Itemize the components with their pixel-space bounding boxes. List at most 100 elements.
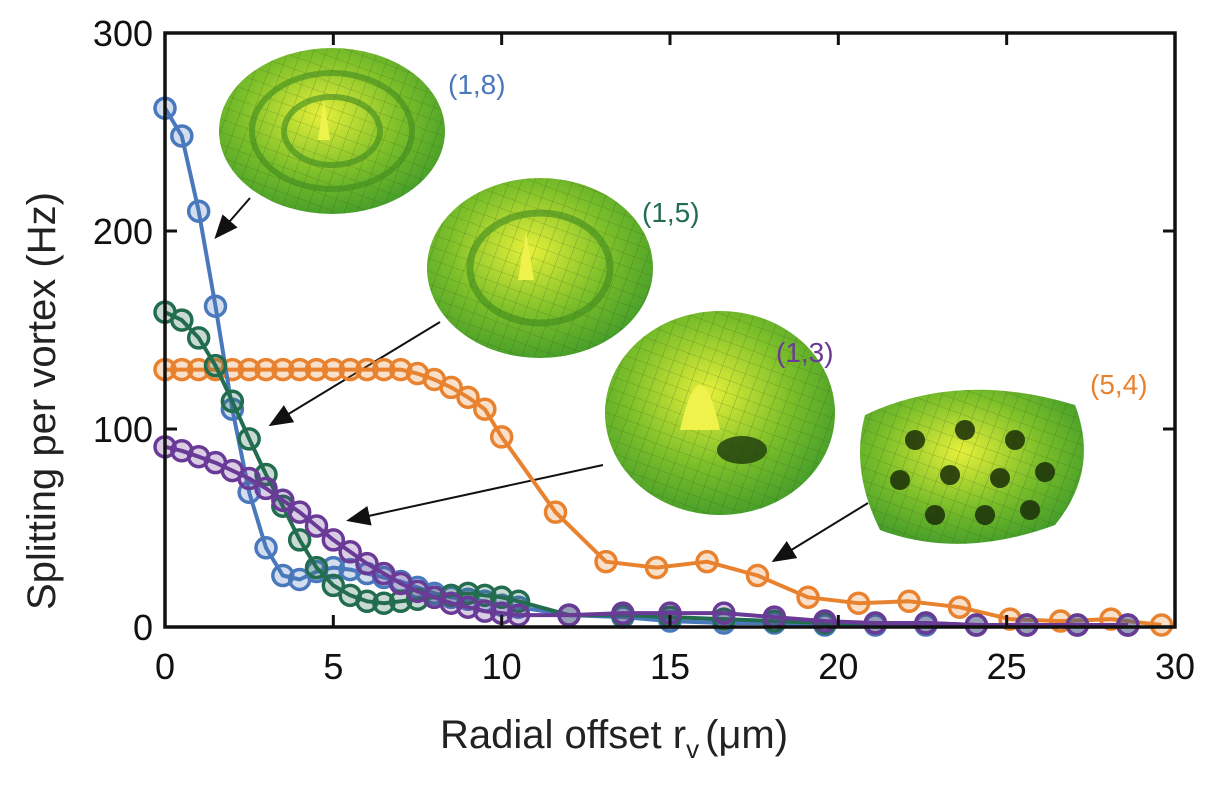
data-point xyxy=(355,589,379,614)
data-point xyxy=(170,308,194,332)
data-point xyxy=(304,555,329,580)
data-point xyxy=(220,389,245,414)
data-point xyxy=(863,611,888,635)
data-point xyxy=(456,385,480,410)
x-axis-label-sub: v xyxy=(686,734,699,764)
data-point xyxy=(473,599,497,623)
data-point xyxy=(203,353,228,378)
data-point xyxy=(287,528,312,552)
data-point xyxy=(372,591,396,615)
label-1-3: (1,3) xyxy=(776,337,834,368)
data-point xyxy=(456,595,480,619)
data-point xyxy=(271,488,295,513)
x-tick-label: 5 xyxy=(323,646,343,687)
data-point xyxy=(388,357,413,382)
x-tick-label: 30 xyxy=(1155,646,1195,687)
data-point xyxy=(237,427,261,451)
data-point xyxy=(271,563,295,588)
y-axis-label: Splitting per vortex (Hz) xyxy=(20,192,64,610)
data-point xyxy=(611,601,635,625)
data-point xyxy=(203,294,228,318)
data-point xyxy=(897,589,921,614)
data-point xyxy=(695,549,719,574)
data-point xyxy=(170,124,194,148)
series-5-4 xyxy=(153,357,1174,637)
data-point xyxy=(186,199,211,223)
data-point xyxy=(271,357,295,382)
x-axis-label: Radial offset rv (μm) xyxy=(440,713,788,764)
series-1-3 xyxy=(153,435,1140,637)
data-point xyxy=(321,555,346,580)
data-point xyxy=(372,357,396,382)
data-point xyxy=(237,357,261,382)
x-tick-label: 15 xyxy=(650,646,690,687)
data-point xyxy=(796,585,820,610)
data-point xyxy=(321,528,346,552)
data-point xyxy=(762,605,787,629)
data-point xyxy=(914,611,938,635)
data-point xyxy=(473,397,497,421)
data-point xyxy=(254,476,278,501)
x-axis-label-main: Radial offset r xyxy=(440,713,686,757)
data-point xyxy=(355,551,379,576)
data-point xyxy=(1015,613,1039,637)
mode-inset-5-4 xyxy=(860,389,1084,544)
data-point xyxy=(388,589,413,614)
data-point xyxy=(644,555,669,580)
arrow-1-8 xyxy=(214,197,251,240)
annotation-arrows xyxy=(214,197,869,563)
data-point xyxy=(186,357,211,382)
data-point xyxy=(439,375,463,400)
data-point xyxy=(745,563,770,588)
data-point xyxy=(473,583,497,608)
data-point xyxy=(947,595,972,619)
x-tick-label: 10 xyxy=(482,646,522,687)
data-point xyxy=(1149,613,1174,637)
data-point xyxy=(186,326,211,350)
data-point xyxy=(489,585,514,610)
data-point xyxy=(506,603,531,627)
data-point xyxy=(321,573,346,598)
data-point xyxy=(489,425,514,449)
data-point xyxy=(287,500,312,524)
data-point xyxy=(287,357,312,382)
data-point xyxy=(1116,613,1140,637)
data-point xyxy=(170,357,194,382)
mode-inset-1-5 xyxy=(427,178,653,358)
label-1-8: (1,8) xyxy=(448,69,506,100)
data-point xyxy=(594,549,618,574)
x-tick-label: 0 xyxy=(155,646,175,687)
data-point xyxy=(254,357,278,382)
label-1-5: (1,5) xyxy=(642,197,700,228)
data-point xyxy=(254,536,278,560)
data-point xyxy=(355,357,379,382)
label-5-4: (5,4) xyxy=(1090,369,1148,400)
data-point xyxy=(304,357,329,382)
arrow-1-3 xyxy=(346,464,604,526)
data-point xyxy=(543,500,568,524)
arrow-5-4 xyxy=(771,502,869,563)
x-tick-label: 20 xyxy=(818,646,858,687)
data-point xyxy=(372,561,396,586)
data-point xyxy=(557,603,581,627)
mode-inset-1-3 xyxy=(605,311,835,515)
data-point xyxy=(712,601,736,625)
x-tick-label: 25 xyxy=(987,646,1027,687)
data-point xyxy=(338,357,362,382)
series-layer xyxy=(153,96,1174,637)
data-point xyxy=(237,466,261,491)
data-point xyxy=(964,613,989,637)
data-point xyxy=(439,591,463,615)
data-point xyxy=(338,540,362,564)
y-tick-label: 200 xyxy=(93,211,153,252)
y-tick-label: 100 xyxy=(93,409,153,450)
data-point xyxy=(304,514,329,538)
y-tick-label: 300 xyxy=(93,13,153,54)
y-tick-label: 0 xyxy=(133,607,153,648)
x-axis-label-unit: (μm) xyxy=(705,713,788,757)
data-point xyxy=(1065,613,1090,637)
data-point xyxy=(846,591,871,615)
